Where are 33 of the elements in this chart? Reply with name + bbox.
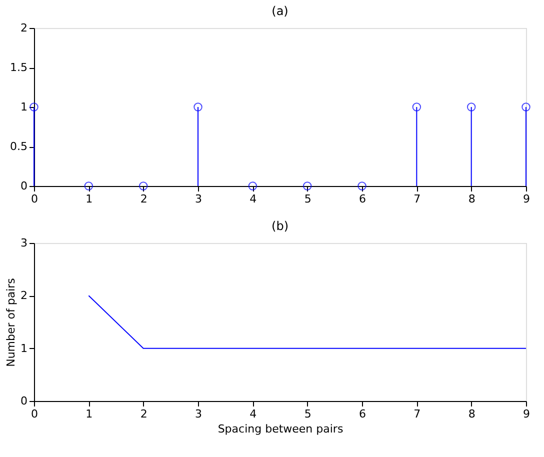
x-tick-label: 1 <box>86 192 93 206</box>
y-tick-label: 1 <box>20 342 28 355</box>
x-tick-label: 2 <box>140 192 148 206</box>
y-tick-label: 2 <box>20 22 28 34</box>
x-tick-label: 6 <box>359 408 366 420</box>
chart-title: (a) <box>272 4 288 18</box>
chart-title: (b) <box>272 219 288 233</box>
x-tick-label: 8 <box>468 408 476 420</box>
y-tick-label: 0 <box>20 394 28 408</box>
x-tick-label: 1 <box>86 408 93 420</box>
x-tick-label: 9 <box>523 408 530 420</box>
x-axis-title: Spacing between pairs <box>218 422 344 436</box>
x-tick-label: 0 <box>31 408 38 420</box>
y-tick-label: 0 <box>20 180 28 192</box>
y-tick-label: 3 <box>20 236 28 250</box>
y-tick-label: 1.5 <box>10 61 28 74</box>
x-tick-label: 7 <box>414 408 421 420</box>
y-tick-label: 2 <box>20 289 28 302</box>
x-tick-label: 5 <box>304 192 312 206</box>
y-axis-title: Number of pairs <box>4 278 18 367</box>
y-tick-label: 1 <box>20 100 28 114</box>
x-tick-label: 6 <box>359 192 366 206</box>
y-tick-label: 0.5 <box>10 140 28 153</box>
x-tick-label: 3 <box>195 408 202 420</box>
x-tick-label: 2 <box>140 408 148 420</box>
x-tick-label: 4 <box>250 192 257 206</box>
x-tick-label: 4 <box>250 408 257 420</box>
x-tick-label: 8 <box>468 192 476 206</box>
x-tick-label: 7 <box>414 192 421 206</box>
x-tick-label: 3 <box>195 192 202 206</box>
x-tick-label: 0 <box>31 192 38 206</box>
x-tick-label: 5 <box>304 408 312 420</box>
x-tick-label: 9 <box>523 192 530 206</box>
